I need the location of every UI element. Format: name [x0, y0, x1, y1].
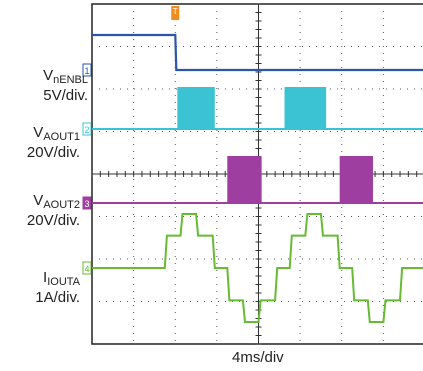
ch4-trace [92, 213, 423, 323]
traces [92, 33, 423, 323]
ch3-pwm-burst [227, 156, 262, 203]
ch1-marker-box [82, 63, 92, 77]
ch2-pwm-burst [177, 87, 215, 129]
ch2-marker-box [82, 122, 92, 136]
ch1-marker-text: 1 [84, 66, 89, 76]
trigger-marker: T [171, 6, 180, 20]
ch4-marker-text: 4 [84, 264, 89, 274]
ch3-marker-box [82, 196, 92, 210]
ch2-marker-text: 2 [84, 125, 89, 135]
ch3-ground-marker: 3 [82, 196, 92, 210]
ch3-pwm-burst [339, 156, 373, 203]
ch3-label: VAOUT2 20V/div. [26, 192, 80, 229]
time-scale-label: 4ms/div [232, 349, 284, 366]
markers: 1 2 3 4 T [82, 6, 180, 275]
ch2-label: VAOUT1 20V/div. [26, 124, 80, 161]
ch1-ground-marker: 1 [82, 63, 92, 77]
trigger-marker-box [171, 6, 180, 16]
ch2-ground-marker: 2 [82, 122, 92, 136]
ch2-pwm-burst [284, 87, 327, 129]
ch4-label: IIOUTA 1A/div. [35, 269, 80, 306]
ch4-ground-marker: 4 [82, 261, 92, 275]
ch3-marker-text: 3 [84, 199, 89, 209]
ch1-label: VnENBL 5V/div. [43, 67, 88, 104]
trigger-marker-text: T [173, 7, 178, 16]
trigger-marker-stem [171, 16, 180, 20]
ch4-marker-box [82, 261, 92, 275]
ch1-trace [92, 33, 423, 72]
